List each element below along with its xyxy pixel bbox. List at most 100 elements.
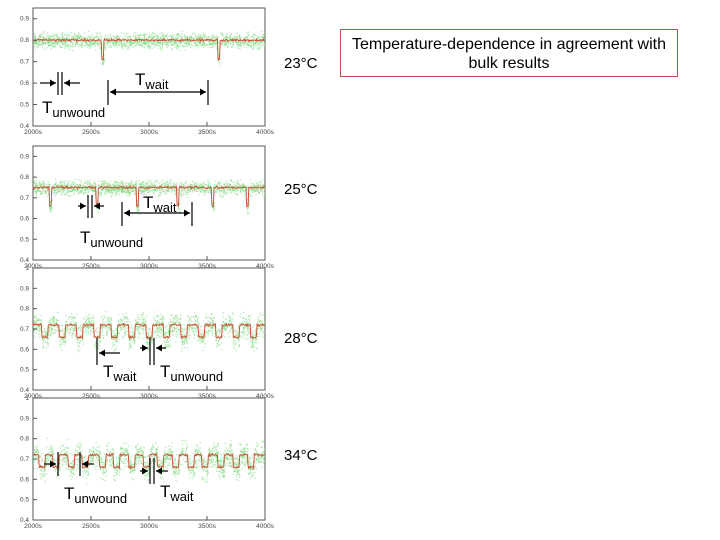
data-point	[160, 180, 163, 182]
data-point	[49, 44, 51, 46]
data-point	[192, 191, 194, 193]
data-point	[169, 339, 171, 342]
data-point	[50, 317, 52, 320]
data-point	[98, 347, 100, 349]
data-point	[199, 184, 201, 186]
data-point	[162, 186, 164, 188]
data-point	[115, 37, 117, 39]
data-point	[188, 320, 190, 322]
data-point	[71, 335, 73, 337]
data-point	[44, 327, 46, 330]
data-point	[140, 460, 142, 462]
data-point	[53, 325, 55, 327]
data-point	[141, 190, 143, 192]
data-point	[34, 467, 36, 470]
data-point	[123, 41, 125, 43]
data-point	[51, 328, 53, 330]
data-point	[163, 464, 165, 466]
data-point	[108, 46, 110, 48]
data-point	[129, 333, 131, 335]
data-point	[35, 186, 37, 188]
data-point	[128, 321, 130, 323]
data-point	[69, 329, 72, 331]
data-point	[54, 41, 56, 43]
data-point	[52, 186, 54, 188]
data-point	[53, 320, 55, 322]
data-point	[58, 340, 61, 342]
data-point	[40, 192, 42, 195]
data-point	[256, 332, 258, 335]
data-point	[39, 319, 41, 321]
data-point	[116, 46, 118, 48]
data-point	[51, 208, 53, 210]
data-point	[173, 187, 175, 189]
data-point	[224, 186, 226, 188]
data-point	[53, 184, 55, 187]
data-point	[60, 339, 62, 341]
data-point	[242, 329, 245, 331]
data-point	[248, 211, 250, 214]
data-point	[187, 314, 189, 317]
data-point	[132, 187, 134, 190]
data-point	[85, 187, 87, 190]
data-point	[253, 188, 255, 191]
data-point	[38, 319, 40, 321]
data-point	[250, 42, 252, 44]
data-point	[202, 339, 205, 341]
data-point	[204, 343, 206, 345]
data-point	[60, 183, 62, 185]
data-point	[84, 188, 86, 190]
data-point	[64, 193, 66, 196]
data-point	[67, 185, 69, 187]
data-point	[260, 43, 262, 45]
data-point	[110, 195, 112, 198]
data-point	[61, 194, 63, 196]
data-point	[129, 35, 131, 38]
data-point	[128, 195, 130, 197]
data-point	[41, 182, 44, 184]
data-point	[100, 43, 102, 45]
data-point	[151, 341, 153, 343]
data-point	[126, 43, 128, 45]
data-point	[226, 327, 228, 329]
data-point	[71, 45, 73, 47]
data-point	[120, 45, 123, 47]
data-point	[230, 184, 232, 187]
data-point	[166, 325, 168, 327]
data-point	[165, 345, 167, 347]
data-point	[195, 331, 197, 333]
data-point	[180, 193, 182, 196]
data-point	[142, 34, 144, 37]
data-point	[241, 191, 243, 193]
data-point	[82, 184, 84, 187]
data-point	[162, 37, 165, 40]
data-point	[203, 37, 205, 39]
data-point	[149, 327, 151, 329]
data-point	[112, 331, 114, 334]
data-point	[123, 316, 125, 318]
data-point	[251, 48, 253, 50]
data-point	[172, 37, 175, 40]
data-point	[74, 329, 76, 331]
data-point	[190, 467, 192, 469]
data-point	[227, 314, 229, 317]
data-point	[86, 467, 88, 470]
data-point	[255, 193, 257, 195]
y-tick-label: 0.6	[20, 346, 29, 353]
data-point	[129, 191, 131, 194]
data-point	[101, 326, 103, 328]
data-point	[242, 332, 244, 334]
data-point	[79, 190, 82, 192]
data-point	[157, 186, 159, 188]
data-point	[153, 318, 155, 320]
data-point	[92, 40, 94, 43]
data-point	[220, 44, 222, 47]
data-point	[212, 327, 214, 330]
data-point	[88, 35, 90, 37]
data-point	[187, 41, 189, 43]
data-point	[93, 345, 96, 347]
data-point	[202, 190, 204, 192]
data-point	[219, 475, 221, 478]
data-point	[240, 313, 242, 315]
data-point	[250, 39, 253, 41]
